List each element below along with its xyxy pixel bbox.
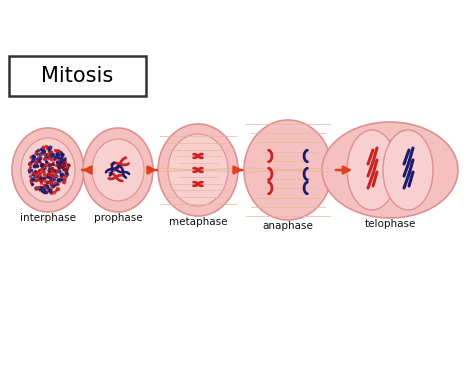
Ellipse shape — [383, 130, 433, 210]
Text: prophase: prophase — [94, 213, 142, 223]
FancyBboxPatch shape — [9, 56, 146, 96]
Text: Mitosis: Mitosis — [41, 66, 114, 86]
Text: interphase: interphase — [20, 213, 76, 223]
Ellipse shape — [168, 134, 228, 206]
Ellipse shape — [347, 130, 397, 210]
Ellipse shape — [21, 138, 75, 202]
Text: anaphase: anaphase — [263, 221, 313, 231]
Text: metaphase: metaphase — [169, 217, 227, 227]
Text: telophase: telophase — [365, 219, 416, 229]
Ellipse shape — [158, 124, 238, 216]
Ellipse shape — [12, 128, 84, 212]
Ellipse shape — [83, 128, 153, 212]
Ellipse shape — [322, 122, 458, 218]
Ellipse shape — [244, 120, 332, 220]
Ellipse shape — [92, 139, 144, 201]
